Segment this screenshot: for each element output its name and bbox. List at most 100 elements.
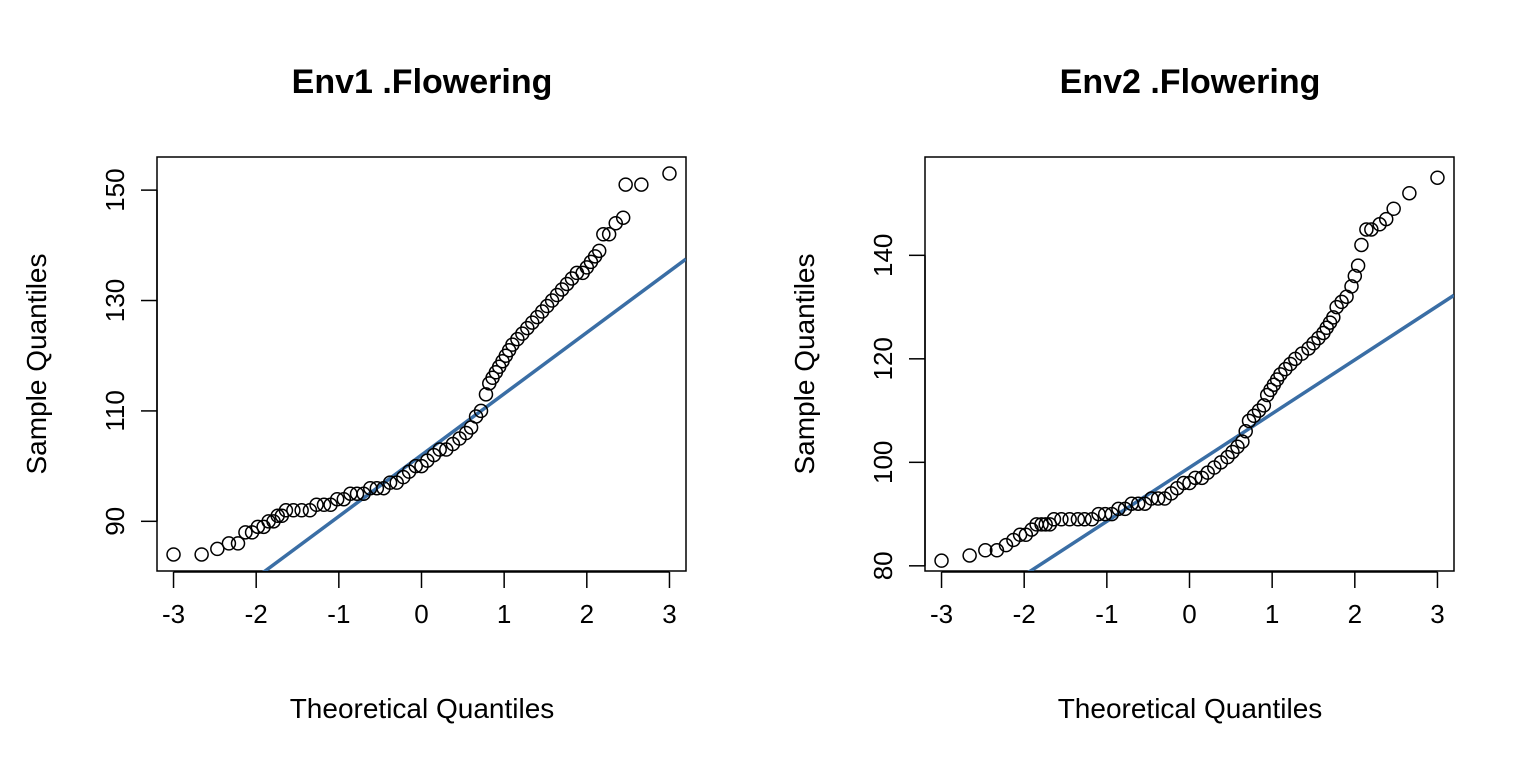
data-point (1238, 424, 1253, 439)
data-point (510, 331, 525, 347)
data-point (1347, 268, 1363, 284)
data-point (601, 227, 617, 242)
data-point (934, 553, 949, 568)
data-point (458, 425, 474, 441)
x-tick-label: -1 (327, 599, 350, 629)
data-point (1430, 170, 1445, 185)
y-tick-label: 90 (100, 507, 130, 536)
data-point (1334, 294, 1349, 310)
x-tick-label: -1 (1095, 599, 1118, 629)
data-point (1246, 408, 1262, 423)
y-tick-label: 120 (868, 337, 898, 380)
data-point (534, 304, 550, 319)
qq-plot-env2: Env2 .Flowering Theoretical Quantiles Sa… (789, 63, 1455, 724)
data-point (278, 503, 294, 518)
data-point (349, 486, 365, 501)
data-point (618, 177, 633, 192)
data-point (432, 442, 447, 457)
data-point (1278, 361, 1293, 377)
plot-area: -3 -2 -1 0 1 2 3 80 100 120 140 (868, 156, 1455, 629)
data-point (478, 387, 494, 402)
data-point (294, 503, 309, 518)
data-point (978, 543, 993, 558)
data-point (1241, 413, 1257, 429)
data-point (998, 537, 1014, 553)
data-point (596, 227, 611, 242)
data-point (1038, 517, 1053, 532)
data-point (1097, 506, 1113, 522)
x-tick-label: 0 (414, 599, 428, 629)
x-tick-label: 2 (1348, 599, 1362, 629)
data-point (1062, 512, 1077, 527)
data-point (544, 293, 560, 308)
plot-area: -3 -2 -1 0 1 2 3 90 110 130 150 (100, 156, 687, 629)
data-point (608, 215, 623, 231)
x-tick-label: 3 (1430, 599, 1444, 629)
data-point (505, 337, 520, 352)
x-tick-label: 0 (1182, 599, 1196, 629)
qq-reference-line (262, 257, 686, 571)
data-point (210, 541, 225, 557)
data-point (1131, 496, 1146, 511)
data-point (166, 547, 181, 562)
y-axis-label: Sample Quantiles (789, 253, 820, 474)
data-point (1077, 512, 1092, 527)
data-point (520, 320, 535, 336)
data-point (1251, 403, 1267, 418)
x-tick-label: 2 (580, 599, 594, 629)
x-tick-label: -3 (162, 599, 185, 629)
data-point (1034, 517, 1049, 532)
x-axis-label: Theoretical Quantiles (1058, 693, 1323, 724)
data-point (1070, 512, 1086, 527)
data-point (1111, 501, 1126, 517)
data-point (369, 480, 385, 496)
data-point (1283, 356, 1298, 372)
data-point (1364, 222, 1379, 237)
data-point (1046, 512, 1062, 527)
data-point (1256, 398, 1272, 413)
data-point (1354, 237, 1369, 253)
data-point (1150, 491, 1166, 506)
data-point (1326, 310, 1341, 325)
data-point (559, 276, 575, 292)
x-tick-label: -3 (930, 599, 953, 629)
x-tick-label: 1 (497, 599, 511, 629)
data-point (1311, 330, 1326, 346)
x-tick-label: 3 (662, 599, 676, 629)
data-point (238, 525, 253, 540)
y-tick-label: 80 (868, 551, 898, 580)
data-point (1054, 512, 1069, 527)
data-point (662, 166, 677, 181)
qq-reference-line (1027, 293, 1454, 571)
data-point (529, 309, 545, 325)
y-tick-label: 100 (868, 441, 898, 484)
data-point (554, 282, 570, 297)
data-point (1306, 336, 1321, 351)
y-tick-label: 150 (100, 168, 130, 211)
x-tick-label: 1 (1265, 599, 1279, 629)
data-point (1402, 185, 1417, 201)
data-point (408, 458, 423, 474)
plot-frame (156, 156, 687, 572)
data-point (525, 315, 540, 330)
data-point (382, 475, 398, 490)
data-point (634, 177, 649, 192)
data-point (539, 298, 555, 314)
data-point (615, 210, 631, 225)
data-point (1220, 449, 1235, 465)
plot-title: Env1 .Flowering (292, 63, 553, 101)
data-point (1301, 341, 1316, 356)
data-point (515, 326, 530, 341)
data-point (1188, 470, 1203, 486)
data-point (468, 409, 484, 424)
data-point (591, 243, 607, 259)
qq-plot-env1: Env1 .Flowering Theoretical Quantiles Sa… (21, 63, 687, 724)
data-point (309, 497, 324, 513)
x-tick-label: -2 (1013, 599, 1036, 629)
plot-title: Env2 .Flowering (1060, 63, 1321, 101)
data-point (549, 287, 565, 303)
x-axis-label: Theoretical Quantiles (290, 693, 555, 724)
data-point (316, 497, 332, 513)
data-point (286, 503, 301, 518)
